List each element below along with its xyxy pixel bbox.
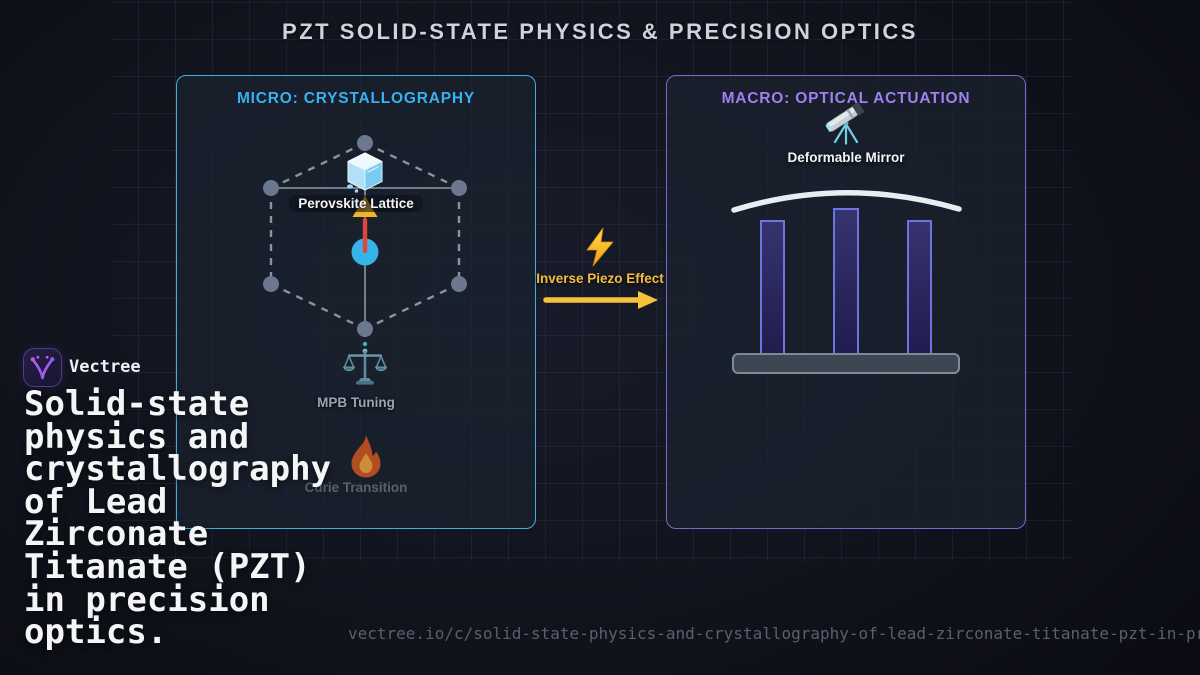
macro-panel-title: MACRO: OPTICAL ACTUATION [721, 90, 971, 107]
curie-transition-label: Curie Transition [304, 480, 408, 495]
page-title: PZT SOLID-STATE PHYSICS & PRECISION OPTI… [282, 19, 918, 44]
lightning-bolt-icon [580, 227, 620, 267]
polarization-vector-line [362, 218, 368, 253]
actuator-pillar [760, 220, 785, 357]
telescope-icon [824, 103, 868, 147]
mpb-tuning-label: MPB Tuning [317, 395, 395, 410]
ice-cube-icon [343, 150, 387, 194]
brand-name: Vectree [69, 357, 141, 377]
footer-url: vectree.io/c/solid-state-physics-and-cry… [348, 624, 1200, 643]
flame-icon [344, 434, 388, 478]
vectree-logo-icon [23, 348, 62, 387]
actuator-base [732, 353, 960, 374]
headline-text: Solid-state physics and crystallography … [24, 384, 332, 653]
right-arrow-icon [543, 291, 658, 309]
mirror-arc [731, 190, 962, 213]
balance-scale-icon [343, 346, 387, 390]
deformable-mirror-diagram [731, 190, 962, 374]
inverse-piezo-effect-label: Inverse Piezo Effect [536, 271, 664, 286]
micro-panel-title: MICRO: CRYSTALLOGRAPHY [236, 90, 476, 107]
micro-crystallography-panel: MICRO: CRYSTALLOGRAPHY [176, 75, 536, 529]
macro-optical-actuation-panel: MACRO: OPTICAL ACTUATION Deformable Mirr… [666, 75, 1026, 529]
deformable-mirror-label: Deformable Mirror [787, 150, 905, 165]
actuator-pillar [833, 208, 859, 357]
perovskite-lattice-label: Perovskite Lattice [177, 195, 535, 212]
actuator-pillar [907, 220, 932, 357]
